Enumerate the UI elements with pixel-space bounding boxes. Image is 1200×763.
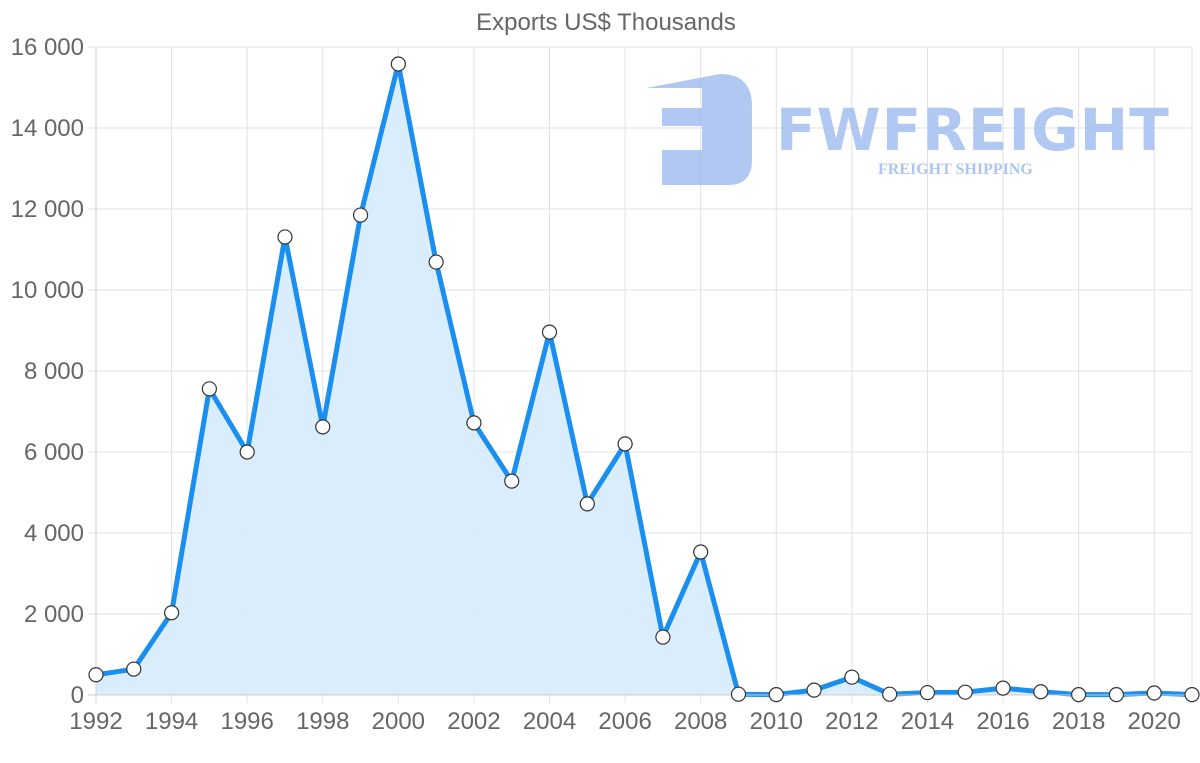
data-point-marker[interactable]: [768, 686, 784, 703]
chart-title: Exports US$ Thousands: [476, 9, 736, 36]
data-point-marker[interactable]: [1146, 685, 1162, 701]
data-point-marker[interactable]: [693, 544, 709, 560]
data-markers: [88, 56, 1200, 703]
watermark-tagline: FREIGHT SHIPPING: [878, 161, 1033, 178]
data-point-marker[interactable]: [88, 667, 104, 683]
x-tick-label: 2000: [372, 708, 425, 735]
y-tick-label: 12 000: [11, 196, 84, 223]
y-tick-label: 2 000: [24, 601, 84, 628]
data-point-marker[interactable]: [1108, 686, 1125, 703]
x-tick-label: 2014: [901, 708, 954, 735]
data-point-marker[interactable]: [995, 680, 1011, 696]
watermark-brand: FWFREIGHT: [776, 96, 1170, 164]
y-axis-ticks: 0 2 000 4 000 6 000 8 000 10 000 12 000 14 000 1…: [11, 34, 84, 709]
data-point-marker[interactable]: [541, 324, 558, 340]
data-point-marker[interactable]: [655, 629, 671, 645]
x-tick-label: 1998: [296, 708, 349, 735]
x-tick-label: 1992: [69, 708, 122, 735]
data-point-marker[interactable]: [579, 496, 595, 512]
y-tick-label: 14 000: [11, 115, 84, 142]
data-point-marker[interactable]: [428, 254, 444, 270]
x-tick-label: 2018: [1052, 708, 1105, 735]
x-tick-label: 2020: [1128, 708, 1181, 735]
data-point-marker[interactable]: [504, 473, 520, 489]
x-tick-label: 2004: [523, 708, 576, 735]
x-tick-label: 2010: [750, 708, 803, 735]
x-tick-label: 2008: [674, 708, 727, 735]
data-point-marker[interactable]: [919, 684, 936, 701]
x-tick-label: 2006: [598, 708, 651, 735]
y-tick-label: 10 000: [11, 277, 84, 304]
data-point-marker[interactable]: [617, 436, 633, 452]
data-point-marker[interactable]: [957, 684, 973, 700]
data-point-marker[interactable]: [1184, 686, 1200, 703]
x-tick-label: 2012: [825, 708, 878, 735]
data-point-marker[interactable]: [163, 605, 180, 621]
data-point-marker[interactable]: [277, 229, 293, 245]
data-point-marker[interactable]: [882, 686, 898, 702]
fw-logo-icon: [646, 74, 752, 185]
data-point-marker[interactable]: [239, 444, 255, 460]
x-tick-label: 2016: [976, 708, 1029, 735]
x-tick-label: 2002: [447, 708, 500, 735]
area-fill: [96, 64, 1192, 695]
data-point-marker[interactable]: [390, 56, 406, 72]
x-axis-ticks: 1992 1994 1996 1998 2000 2002 2004 2006 2008 2010…: [69, 708, 1181, 735]
data-point-marker[interactable]: [315, 419, 331, 435]
data-point-marker[interactable]: [1033, 684, 1049, 700]
data-point-marker[interactable]: [1071, 686, 1087, 703]
data-point-marker[interactable]: [844, 669, 860, 685]
data-point-marker[interactable]: [126, 661, 142, 677]
data-point-marker[interactable]: [352, 207, 369, 223]
y-tick-label: 8 000: [24, 358, 84, 385]
data-point-marker[interactable]: [466, 415, 482, 431]
x-tick-label: 1994: [145, 708, 198, 735]
y-tick-label: 6 000: [24, 439, 84, 466]
data-point-marker[interactable]: [201, 381, 217, 397]
watermark-logo: FWFREIGHT FREIGHT SHIPPING: [646, 74, 1170, 185]
x-tick-label: 1996: [220, 708, 273, 735]
y-tick-label: 4 000: [24, 520, 84, 547]
data-point-marker[interactable]: [730, 686, 747, 702]
y-tick-label: 0: [71, 682, 84, 709]
y-tick-label: 16 000: [11, 34, 84, 61]
data-point-marker[interactable]: [806, 682, 822, 698]
